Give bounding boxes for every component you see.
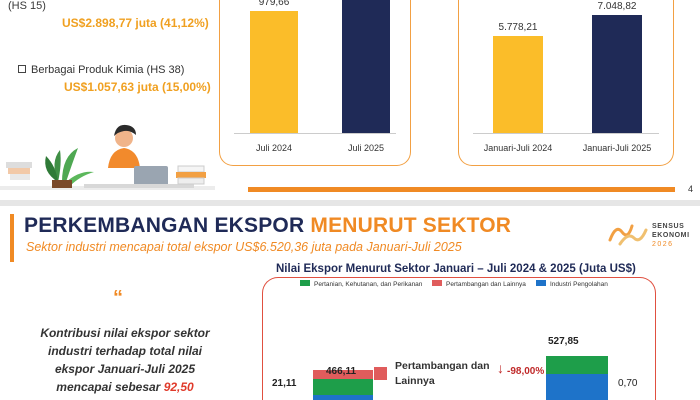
chart-a-axis-line [234, 133, 396, 134]
bar-juli-2024 [250, 11, 298, 133]
legend-swatch-pertanian [300, 280, 310, 286]
logo-line-1: SENSUS [652, 223, 685, 230]
hs15-value: US$2.898,77 juta (41,12%) [62, 16, 209, 30]
product-item: Berbagai Produk Kimia (HS 38) [18, 64, 184, 76]
callout-change: -98,00% [507, 366, 545, 377]
bar-pertambangan-2024 [313, 370, 373, 379]
bar-industri-2024 [313, 395, 373, 400]
legend-label-industri: Industri Pengolahan [550, 281, 608, 288]
down-arrow-icon: ↓ [497, 360, 504, 376]
slide-separator [0, 200, 700, 206]
sector-chart-frame [262, 277, 656, 400]
product-label: Berbagai Produk Kimia (HS 38) [31, 64, 185, 76]
legend-swatch-pertambangan [432, 280, 442, 286]
contribution-line-3: ekspor Januari-Juli 2025 [54, 362, 196, 376]
cumulative-export-chart-panel: 5.778,21 Januari-Juli 2024 7.048,82 Januari… [458, 0, 674, 166]
contribution-line-4: mencapai sebesar 92,50 [18, 378, 232, 396]
bar-juli-2025 [342, 0, 390, 133]
bar-pertanian-2025 [546, 356, 608, 374]
monthly-export-chart-panel: 979,66 Juli 2024 Juli 2025 [219, 0, 411, 166]
hs15-label: (HS 15) [8, 0, 46, 12]
slide-title: PERKEMBANGAN EKSPOR MENURUT SEKTOR [24, 214, 511, 238]
value-pertanian-2024: 466,11 [326, 366, 357, 377]
callout-label: Pertambangan dan Lainnya [395, 360, 490, 387]
value-pertambangan-2025: 0,70 [618, 378, 638, 389]
bar-value-januari-juli-2024: 5.778,21 [498, 22, 538, 33]
value-pertanian-2025: 527,85 [548, 336, 579, 347]
value-pertambangan-2024: 21,11 [272, 378, 297, 389]
bottom-slide: PERKEMBANGAN EKSPOR MENURUT SEKTOR Sekto… [0, 206, 700, 400]
bar-category-januari-juli-2025: Januari-Juli 2025 [582, 143, 652, 153]
contribution-line-1: Kontribusi nilai ekspor sektor [40, 326, 210, 340]
bar-januari-juli-2024 [493, 36, 543, 133]
top-slide: (HS 15) US$2.898,77 juta (41,12%) Berbag… [0, 0, 694, 194]
logo-line-2: EKONOMI [652, 232, 690, 239]
contribution-statement: Kontribusi nilai ekspor sektor industri … [18, 324, 232, 396]
bar-category-juli-2025: Juli 2025 [347, 143, 385, 153]
bar-category-juli-2024: Juli 2024 [255, 143, 293, 153]
bar-value-juli-2024: 979,66 [258, 0, 290, 8]
title-accent-bar [10, 214, 14, 262]
bar-value-januari-juli-2025: 7.048,82 [597, 1, 637, 12]
legend-label-pertambangan: Pertambangan dan Lainnya [446, 281, 526, 288]
legend-pertambangan: Pertambangan dan Lainnya [432, 280, 526, 288]
bar-januari-juli-2025 [592, 15, 642, 133]
bar-category-januari-juli-2024: Januari-Juli 2024 [483, 143, 553, 153]
person-at-laptop-illustration [0, 124, 215, 190]
contribution-prefix: mencapai sebesar [56, 380, 161, 394]
bar-industri-2025 [546, 374, 608, 400]
legend-label-pertanian: Pertanian, Kehutanan, dan Perikanan [314, 281, 423, 288]
slide-title-main: PERKEMBANGAN EKSPOR [24, 214, 305, 237]
bar-pertanian-2024 [313, 379, 373, 395]
sector-chart-title: Nilai Ekspor Menurut Sektor Januari – Ju… [276, 263, 636, 275]
slide-title-highlight: MENURUT SEKTOR [310, 214, 512, 237]
quote-mark-icon: “ [113, 287, 123, 309]
contribution-percentage: 92,50 [163, 380, 194, 394]
sensus-ekonomi-logo-icon [608, 224, 648, 246]
legend-swatch-industri [536, 280, 546, 286]
logo-line-3: 2026 [652, 241, 674, 248]
chart-b-axis-line [473, 133, 659, 134]
checkbox-bullet-icon [18, 65, 26, 73]
legend-industri: Industri Pengolahan [536, 280, 608, 288]
page-number: 4 [688, 184, 694, 194]
product-value: US$1.057,63 juta (15,00%) [64, 80, 211, 94]
slide-footer-strip [248, 187, 675, 192]
logo-wordmark: SENSUS EKONOMI 2026 [652, 222, 690, 249]
slide-subtitle: Sektor industri mencapai total ekspor US… [26, 240, 462, 254]
callout-swatch [374, 367, 387, 380]
contribution-line-2: industri terhadap total nilai [47, 344, 202, 358]
legend-pertanian: Pertanian, Kehutanan, dan Perikanan [300, 280, 422, 288]
